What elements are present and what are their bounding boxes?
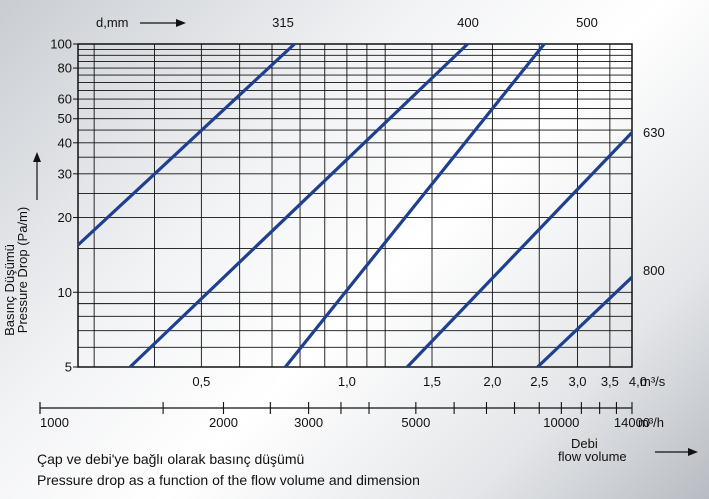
y-tick-label: 40: [58, 135, 72, 150]
y-tick-label: 10: [58, 285, 72, 300]
x-tick-label-m3s: 4,0: [629, 374, 647, 389]
x-tick-label-m3s: 3,0: [568, 374, 586, 389]
x-tick-label-m3s: 1,0: [338, 374, 356, 389]
x-tick-label-m3s: 0,5: [192, 374, 210, 389]
x-tick-label-m3h: 10000: [543, 415, 579, 430]
y-tick-label: 30: [58, 166, 72, 181]
flow-arrow-head: [688, 448, 698, 456]
series-line-630: [536, 276, 634, 369]
x-unit-m3h: m³/h: [638, 415, 664, 430]
series-line-315: [128, 42, 469, 369]
x-tick-label-m3s: 1,5: [423, 374, 441, 389]
flow-label-english: flow volume: [558, 449, 627, 464]
plot-frame: [77, 43, 633, 368]
flow-label-turkish: Debi: [571, 436, 598, 451]
top-arrow-head: [176, 19, 186, 27]
y-tick-label: 20: [58, 210, 72, 225]
x-tick-label-m3h: 14000: [614, 415, 650, 430]
y-tick-label: 100: [50, 37, 72, 52]
series-line-400: [284, 42, 546, 369]
x-tick-label-m3s: 3,5: [601, 374, 619, 389]
y-axis-label-en: Pressure Drop (Pa/m): [15, 207, 30, 333]
chart-grid: [33, 19, 698, 456]
y-tick-label: 5: [65, 360, 72, 375]
x-tick-label-m3h: 2000: [209, 415, 238, 430]
top-diameter-label: 500: [576, 15, 598, 30]
caption-turkish: Çap ve debi'ye bağlı olarak basınç düşüm…: [37, 451, 305, 467]
x-tick-label-m3h: 3000: [294, 415, 323, 430]
right-diameter-label: 800: [643, 263, 665, 278]
caption-english: Pressure drop as a function of the flow …: [37, 472, 420, 488]
chart-labels: 5 10 20 30 40 50 60 80 100 0,5 1,0 1,5 2,0 2,5 3,0 3,5 4…: [2, 15, 666, 430]
right-diameter-label: 630: [643, 125, 665, 140]
series-line-series-0: [76, 42, 296, 247]
y-axis-label-tr: Basınç Düşümü: [2, 244, 17, 336]
top-diameter-label: 315: [272, 15, 294, 30]
x-tick-label-m3s: 2,5: [530, 374, 548, 389]
y-tick-label: 50: [58, 111, 72, 126]
top-diameter-label: 400: [457, 15, 479, 30]
x-tick-label-m3h: 5000: [401, 415, 430, 430]
y-tick-label: 60: [58, 92, 72, 107]
top-axis-label: d,mm: [96, 15, 129, 30]
series-line-500: [406, 131, 634, 369]
x-tick-label-m3h: 1000: [40, 415, 69, 430]
x-unit-m3s: m³/s: [640, 374, 666, 389]
chart-series: [76, 42, 634, 369]
x-tick-label-m3s: 2,0: [483, 374, 501, 389]
y-tick-label: 80: [58, 61, 72, 76]
y-arrow-head: [33, 152, 41, 162]
